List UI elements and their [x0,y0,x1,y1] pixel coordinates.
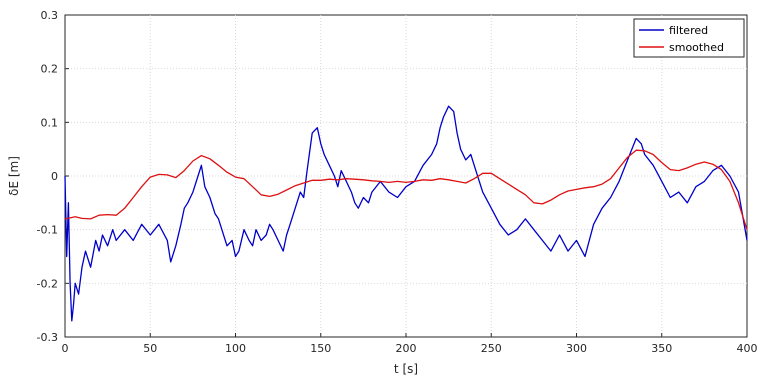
x-tick-label: 300 [566,342,587,355]
series-line-filtered [64,105,748,322]
legend: filtered smoothed [633,18,745,58]
y-axis-label: δE [m] [7,156,21,196]
series-line-smoothed [64,149,748,230]
x-tick-label: 150 [310,342,331,355]
legend-box [633,18,745,58]
y-tick-label: -0.1 [37,224,58,237]
y-axis-ticks: -0.3 -0.2 -0.1 0 0.1 0.2 0.3 [37,9,69,344]
x-tick-label: 400 [737,342,757,355]
y-tick-label: -0.3 [37,331,58,344]
y-tick-label: 0.3 [41,9,59,22]
y-tick-label: -0.2 [37,277,58,290]
y-tick-label: 0.1 [41,116,59,129]
x-tick-label: 350 [651,342,672,355]
x-axis-label: t [s] [394,362,418,376]
x-tick-label: 250 [481,342,502,355]
y-tick-label: 0 [51,170,58,183]
x-tick-label: 100 [225,342,246,355]
x-tick-label: 200 [396,342,417,355]
x-tick-label: 0 [62,342,69,355]
legend-entry-smoothed: smoothed [669,41,724,54]
y-tick-label: 0.2 [41,63,59,76]
legend-entry-filtered: filtered [669,24,708,37]
series-layer [64,105,748,322]
x-tick-label: 50 [143,342,157,355]
x-axis-ticks: 0 50 100 150 200 250 300 350 400 [62,333,757,355]
